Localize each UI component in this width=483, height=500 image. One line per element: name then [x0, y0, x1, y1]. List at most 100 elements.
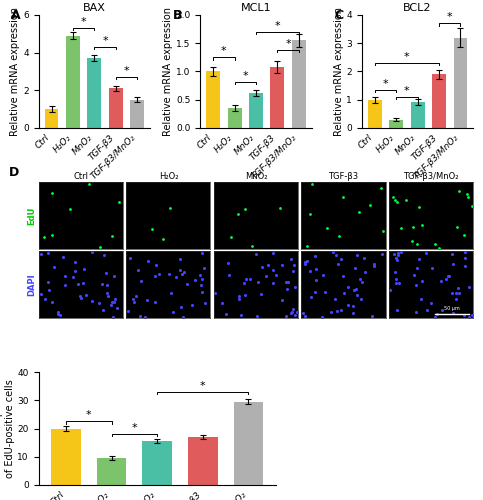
Point: [184, 280, 191, 288]
Point: [431, 240, 439, 248]
Point: [303, 256, 311, 264]
Bar: [97, 458, 127, 485]
Point: [66, 204, 74, 212]
Point: [306, 268, 313, 276]
Point: [393, 306, 401, 314]
Point: [417, 295, 425, 303]
Point: [370, 262, 378, 270]
Point: [323, 224, 331, 232]
Point: [108, 232, 115, 240]
Point: [224, 259, 232, 267]
Point: [463, 190, 470, 198]
Point: [413, 264, 421, 272]
Point: [423, 306, 431, 314]
Point: [176, 254, 184, 262]
Point: [61, 280, 69, 288]
Point: [37, 250, 45, 258]
Point: [289, 306, 297, 314]
Point: [88, 248, 96, 256]
Point: [361, 268, 369, 276]
Y-axis label: Relative mRNA expression: Relative mRNA expression: [11, 7, 20, 136]
Point: [321, 288, 329, 296]
Point: [455, 188, 463, 196]
Point: [461, 232, 469, 239]
Point: [394, 251, 402, 259]
Point: [360, 254, 368, 262]
Point: [278, 296, 286, 304]
Point: [44, 278, 52, 286]
Text: *: *: [124, 66, 129, 76]
Text: *: *: [221, 46, 227, 56]
Point: [287, 308, 295, 316]
Point: [339, 272, 347, 280]
Text: C: C: [334, 10, 343, 22]
Point: [48, 190, 56, 198]
Point: [303, 242, 311, 250]
Point: [159, 236, 167, 244]
Point: [312, 252, 319, 260]
Point: [241, 292, 249, 300]
Point: [386, 286, 394, 294]
Point: [301, 258, 309, 266]
Point: [51, 263, 58, 271]
Point: [178, 270, 186, 278]
Point: [449, 289, 456, 297]
Point: [283, 284, 291, 292]
Point: [340, 289, 348, 297]
Title: BCL2: BCL2: [403, 3, 432, 13]
Point: [338, 256, 345, 264]
Point: [378, 250, 386, 258]
Point: [344, 284, 352, 292]
Point: [88, 297, 96, 305]
Point: [351, 264, 359, 272]
Bar: [130, 100, 144, 128]
Point: [44, 249, 52, 257]
Point: [408, 237, 416, 245]
Bar: [66, 36, 80, 128]
Point: [319, 271, 327, 279]
Point: [225, 270, 233, 278]
Point: [110, 298, 118, 306]
Point: [393, 256, 400, 264]
Point: [427, 299, 435, 307]
Point: [455, 289, 463, 297]
Point: [394, 250, 401, 258]
Point: [241, 206, 249, 214]
Point: [436, 244, 443, 252]
Point: [56, 312, 63, 320]
Point: [235, 292, 242, 300]
Point: [222, 310, 229, 318]
Bar: [389, 120, 403, 128]
Point: [74, 280, 82, 288]
Title: H₂O₂: H₂O₂: [158, 172, 178, 182]
Point: [465, 313, 473, 321]
Point: [240, 280, 248, 287]
Text: 50 μm: 50 μm: [444, 306, 460, 311]
Bar: [270, 67, 284, 128]
Point: [393, 198, 400, 205]
Point: [276, 204, 284, 212]
Point: [54, 308, 62, 316]
Point: [355, 208, 363, 216]
Point: [434, 310, 441, 318]
Point: [252, 250, 260, 258]
Text: *: *: [86, 410, 92, 420]
Point: [449, 260, 456, 268]
Text: *: *: [200, 380, 206, 390]
Point: [350, 286, 358, 294]
Text: *: *: [102, 36, 108, 46]
Point: [410, 270, 418, 278]
Point: [332, 252, 340, 260]
Bar: [234, 402, 263, 485]
Point: [291, 312, 299, 320]
Point: [110, 314, 117, 322]
Point: [103, 282, 111, 290]
Point: [287, 254, 295, 262]
Point: [166, 270, 173, 278]
Point: [449, 250, 456, 258]
Point: [358, 278, 366, 285]
Point: [198, 288, 206, 296]
Text: B: B: [172, 10, 182, 22]
Point: [334, 260, 342, 268]
Point: [126, 254, 134, 262]
